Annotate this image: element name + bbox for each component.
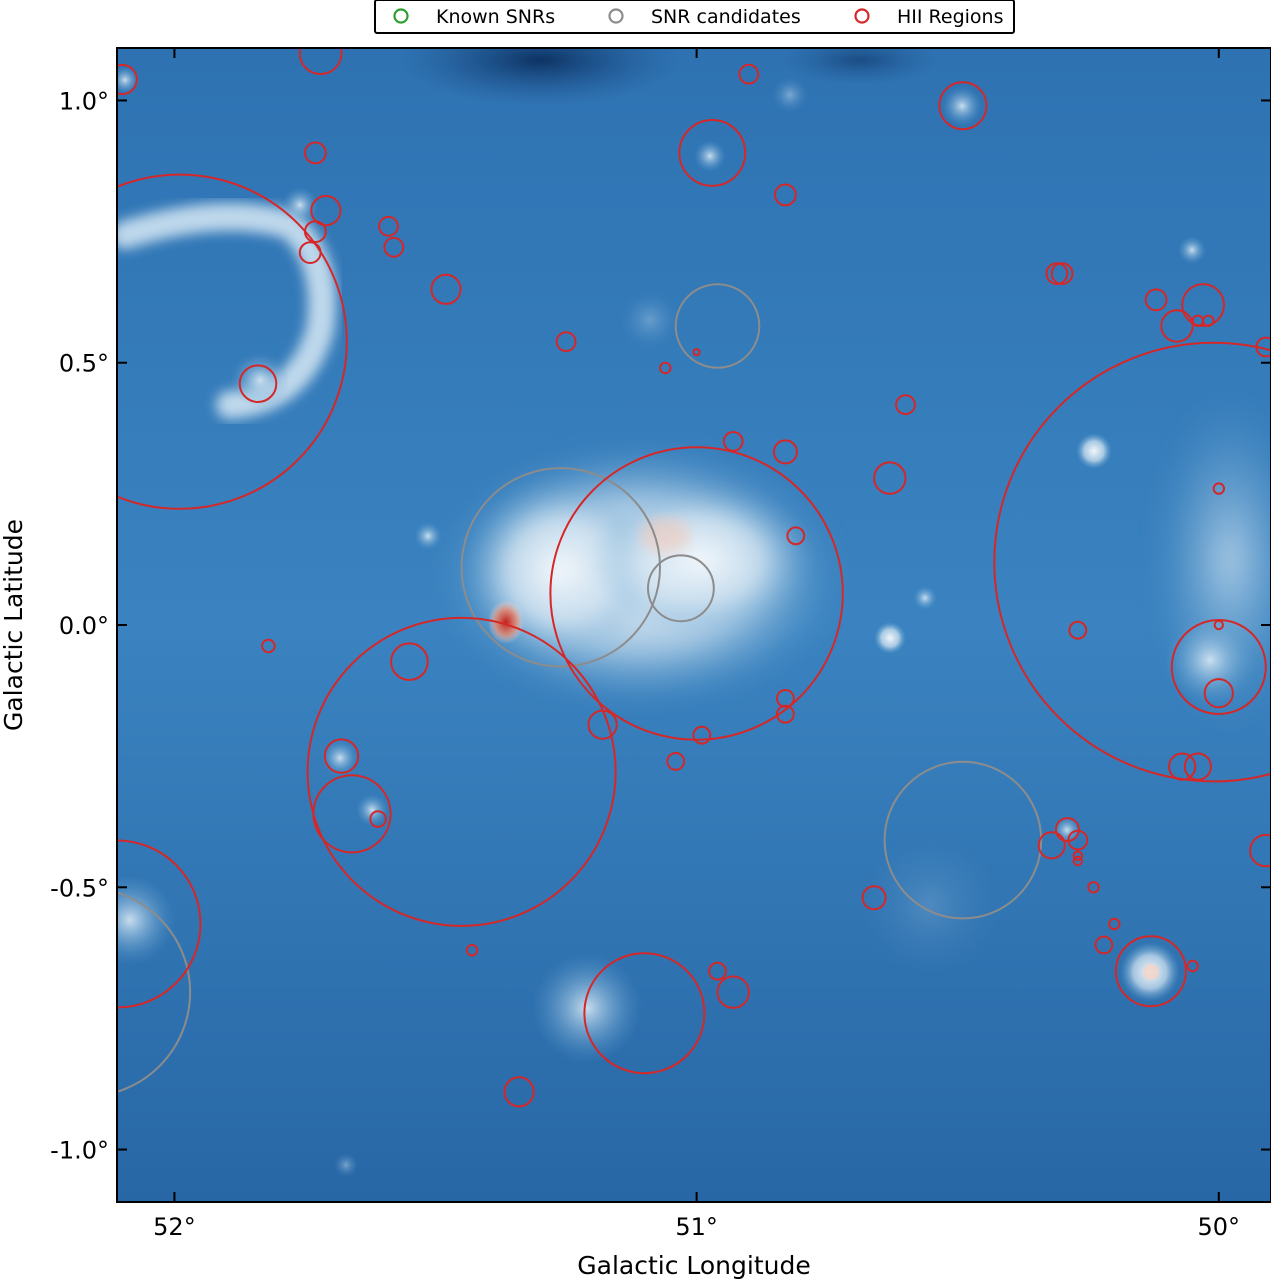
region-circle-2-18 [383, 236, 405, 258]
legend-marker-0 [393, 8, 409, 24]
region-circle-2-12 [298, 48, 343, 76]
region-circle-2-58 [1108, 917, 1121, 931]
y-tick-label-0: 1.0° [59, 87, 109, 115]
region-circle-2-16 [298, 241, 322, 265]
region-circle-2-47 [323, 738, 360, 774]
x-tick-label-1: 51° [675, 1213, 718, 1241]
region-circle-2-50 [861, 885, 887, 911]
region-circle-2-49 [261, 638, 276, 654]
region-circle-2-62 [465, 944, 479, 957]
region-circle-2-60 [1183, 752, 1213, 781]
region-circle-2-63 [708, 961, 727, 981]
region-circle-2-4 [117, 839, 202, 1009]
region-circle-2-21 [738, 63, 760, 85]
region-circle-2-33 [772, 439, 798, 465]
region-circle-2-0 [117, 173, 348, 510]
y-axis-label: Galactic Latitude [0, 519, 28, 731]
region-circle-2-38 [1213, 619, 1225, 631]
y-tick-label-2: 0.0° [59, 612, 109, 640]
region-circle-2-5 [583, 952, 706, 1075]
region-circle-2-46 [776, 704, 795, 724]
region-circle-2-55 [1072, 855, 1084, 867]
region-circle-2-1 [993, 341, 1271, 783]
region-circle-2-25 [1050, 262, 1074, 286]
region-circle-2-65 [503, 1076, 535, 1108]
region-circle-2-66 [659, 361, 672, 375]
x-tick-label-2: 50° [1198, 1213, 1241, 1241]
legend-marker-2 [854, 8, 870, 24]
y-axis: 1.0° 0.5° 0.0° -0.5° -1.0° [50, 87, 1271, 1165]
series-1 [117, 283, 1043, 1093]
region-circle-1-3 [883, 760, 1043, 920]
plot-area [116, 47, 1271, 1203]
x-axis: 52° 51° 50° [153, 48, 1240, 1241]
region-circle-2-44 [666, 752, 686, 771]
region-circle-2-13 [238, 364, 278, 404]
legend-box [374, 0, 1015, 34]
region-circle-2-53 [1067, 829, 1089, 851]
region-circle-2-24 [1045, 262, 1069, 286]
region-circle-2-15 [304, 220, 327, 244]
x-axis-label: Galactic Longitude [577, 1251, 810, 1279]
region-circle-2-17 [378, 215, 399, 237]
region-circle-2-23 [938, 81, 988, 131]
legend-marker-1 [608, 8, 624, 24]
region-circle-2-11 [117, 63, 138, 96]
region-circle-2-7 [1114, 935, 1187, 1008]
region-circle-2-57 [1094, 935, 1114, 955]
region-circle-2-20 [555, 331, 577, 353]
region-circle-2-36 [786, 526, 806, 546]
region-circle-2-8 [678, 118, 747, 187]
region-circle-2-43 [692, 725, 712, 745]
y-tick-label-4: -1.0° [50, 1137, 109, 1165]
region-circle-2-19 [430, 273, 462, 305]
region-circle-1-2 [647, 554, 715, 623]
legend-label-2: HII Regions [897, 6, 1003, 28]
region-circle-2-3 [306, 616, 617, 927]
region-circle-2-39 [1068, 620, 1088, 640]
region-circle-2-40 [1203, 678, 1234, 709]
region-circle-2-9 [312, 774, 392, 854]
region-circle-2-28 [1181, 283, 1225, 327]
y-tick-label-1: 0.5° [59, 350, 109, 378]
region-circle-2-59 [1168, 752, 1197, 781]
legend: Known SNRs SNR candidates HII Regions [374, 0, 1015, 34]
region-circle-2-61 [1186, 959, 1199, 973]
region-circle-1-4 [117, 891, 192, 1093]
region-circle-2-27 [1160, 309, 1194, 343]
region-circle-2-2 [549, 446, 844, 741]
region-circle-2-42 [587, 709, 618, 740]
region-circle-2-26 [1144, 288, 1168, 312]
legend-label-1: SNR candidates [651, 6, 801, 28]
region-circle-2-67 [692, 348, 701, 357]
region-circle-2-48 [369, 810, 387, 828]
region-circle-2-35 [873, 461, 907, 495]
region-circle-2-52 [1054, 817, 1080, 843]
region-circle-2-54 [1072, 850, 1084, 861]
region-circle-2-10 [304, 141, 327, 165]
legend-label-0: Known SNRs [436, 6, 555, 28]
x-tick-label-0: 52° [153, 1213, 196, 1241]
region-circle-2-22 [774, 183, 797, 207]
region-circle-2-30 [1202, 314, 1215, 327]
region-circle-2-56 [1087, 881, 1100, 894]
region-circle-2-14 [310, 195, 342, 227]
region-circle-2-64 [716, 975, 750, 1009]
region-circle-2-37 [1212, 482, 1226, 495]
region-circle-1-0 [674, 283, 761, 369]
region-circle-2-32 [895, 394, 916, 416]
region-circles [117, 48, 1271, 1108]
y-tick-label-3: -0.5° [50, 874, 109, 902]
region-circle-1-1 [460, 467, 661, 668]
region-circle-2-41 [390, 642, 429, 682]
region-circle-2-31 [1255, 336, 1271, 358]
sky-map-image [117, 48, 1271, 1202]
region-circle-2-51 [1037, 831, 1066, 860]
series-2 [117, 48, 1271, 1108]
region-circle-2-68 [1249, 833, 1271, 868]
region-circle-2-34 [722, 431, 744, 452]
